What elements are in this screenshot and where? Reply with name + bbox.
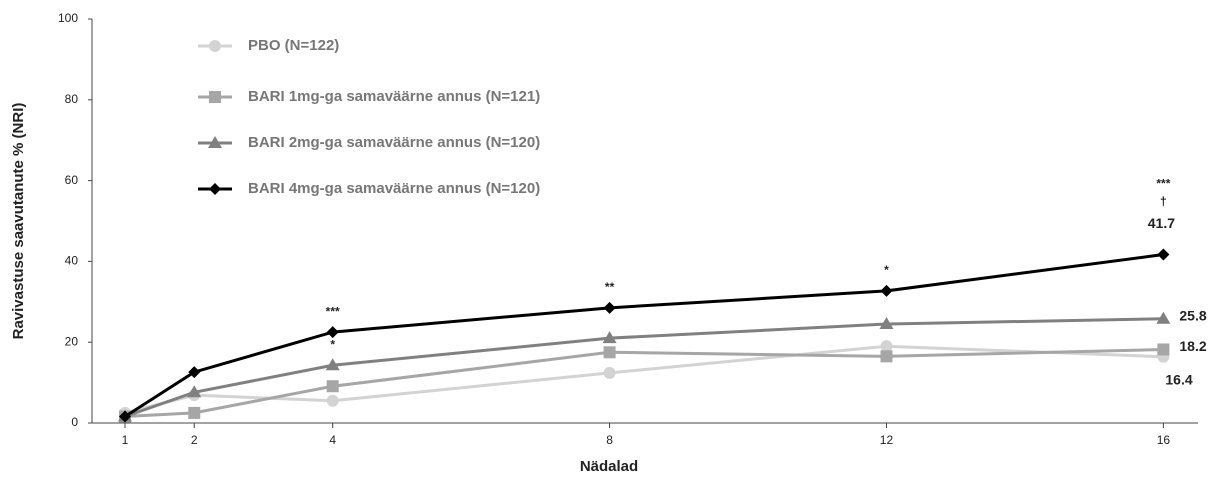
y-tick-label: 100 (58, 11, 78, 25)
point (880, 340, 893, 353)
point (326, 380, 339, 393)
series-line (124, 344, 1164, 415)
x-axis-label: Nädalad (580, 458, 638, 475)
point (209, 183, 221, 195)
point (119, 410, 132, 423)
point (209, 91, 221, 103)
value-label: 25.8 (1179, 307, 1206, 323)
annotation: *** (326, 304, 340, 318)
point (879, 317, 894, 330)
series-line (124, 347, 1164, 419)
point (325, 358, 340, 371)
point (208, 136, 222, 148)
point (1157, 343, 1170, 356)
annotation: * (884, 263, 889, 277)
point (603, 301, 616, 314)
y-tick-label: 0 (71, 415, 78, 429)
point (326, 326, 339, 339)
y-axis-label: Ravivastuse saavutanute % (NRI) (10, 103, 27, 340)
x-tick-label: 4 (329, 433, 336, 447)
point (602, 331, 617, 344)
series-line (124, 317, 1164, 418)
point (1156, 311, 1171, 324)
legend-label: BARI 2mg-ga samaväärne annus (N=120) (248, 134, 540, 151)
point (188, 406, 201, 419)
series-line (124, 253, 1164, 418)
point (187, 385, 202, 398)
x-tick-label: 1 (122, 433, 129, 447)
point (209, 40, 221, 52)
y-tick-label: 40 (65, 254, 79, 268)
y-tick-label: 20 (65, 334, 79, 348)
point (880, 350, 893, 363)
y-tick-label: 60 (65, 173, 79, 187)
x-tick-label: 12 (880, 433, 894, 447)
x-tick-label: 2 (191, 433, 198, 447)
x-tick-label: 16 (1157, 433, 1171, 447)
x-tick-label: 8 (606, 433, 613, 447)
annotation: *** (1156, 177, 1170, 191)
point (880, 284, 893, 297)
annotation: † (1160, 195, 1167, 209)
value-label: 41.7 (1148, 215, 1175, 231)
point (326, 394, 339, 407)
point (603, 366, 616, 379)
legend-label: BARI 4mg-ga samaväärne annus (N=120) (248, 180, 540, 197)
y-tick-label: 80 (65, 92, 79, 106)
legend-label: PBO (N=122) (248, 37, 339, 54)
point (603, 346, 616, 359)
point (188, 366, 201, 379)
value-label: 18.2 (1179, 338, 1206, 354)
point (1157, 248, 1170, 261)
legend-label: BARI 1mg-ga samaväärne annus (N=121) (248, 88, 540, 105)
annotation: ** (605, 280, 615, 294)
annotation: * (330, 337, 335, 351)
value-label: 16.4 (1165, 371, 1192, 387)
